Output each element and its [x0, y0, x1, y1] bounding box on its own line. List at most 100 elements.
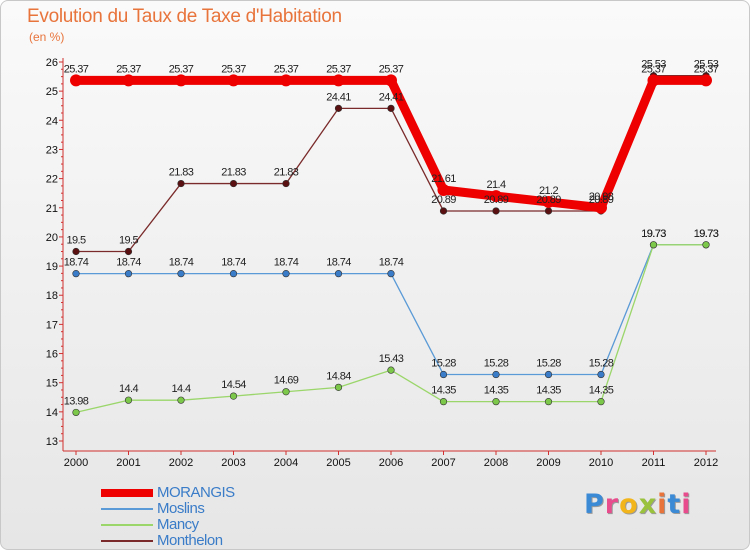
y-tick-label: 13	[46, 436, 58, 448]
data-point-moslins	[544, 370, 553, 379]
data-point-monthelon	[492, 207, 500, 215]
x-tick-label: 2004	[274, 457, 298, 469]
data-label-mancy: 14.4	[119, 383, 138, 395]
data-point-morangis	[70, 74, 82, 87]
proxiti-logo: Proxiti	[584, 489, 692, 520]
data-label-monthelon: 24.41	[326, 91, 351, 103]
data-label-mancy: 14.35	[431, 385, 456, 397]
data-point-mancy	[334, 383, 343, 391]
data-point-mancy	[124, 396, 133, 404]
data-label-morangis: 25.37	[641, 63, 666, 75]
legend-swatch	[101, 508, 153, 510]
x-tick-label: 2012	[694, 457, 718, 469]
data-label-mancy: 14.35	[536, 385, 561, 397]
y-tick-label: 21	[46, 203, 58, 215]
data-label-moslins: 19.73	[641, 228, 666, 240]
data-point-morangis	[595, 201, 607, 214]
legend-label: MORANGIS	[157, 484, 235, 501]
y-tick-label: 17	[46, 319, 58, 331]
data-point-mancy	[282, 388, 290, 396]
legend-label: Moslins	[157, 500, 205, 517]
x-tick-label: 2006	[379, 457, 403, 469]
data-point-mancy	[597, 398, 605, 406]
data-label-mancy: 14.69	[274, 375, 299, 387]
data-point-monthelon	[439, 207, 448, 215]
data-point-monthelon	[72, 247, 80, 256]
data-label-monthelon: 20.89	[484, 194, 509, 206]
data-label-moslins: 18.74	[64, 257, 89, 269]
data-label-mancy: 14.54	[221, 379, 246, 391]
data-label-moslins: 18.74	[116, 257, 141, 269]
data-label-moslins: 15.28	[431, 358, 456, 370]
data-label-morangis: 25.37	[274, 63, 299, 75]
data-point-moslins	[282, 270, 290, 278]
data-label-moslins: 18.74	[379, 257, 404, 269]
data-label-morangis: 21.2	[539, 185, 558, 197]
data-point-monthelon	[177, 179, 185, 188]
legend-swatch	[101, 540, 153, 542]
data-label-morangis: 25.37	[326, 63, 351, 75]
data-label-monthelon: 21.83	[221, 167, 246, 179]
y-tick-label: 26	[46, 57, 58, 69]
data-label-mancy: 19.73	[641, 228, 666, 240]
legend-label: Monthelon	[157, 532, 223, 549]
data-point-monthelon	[544, 207, 553, 215]
data-label-morangis: 25.37	[169, 63, 194, 75]
x-tick-label: 2005	[326, 457, 350, 469]
x-tick-label: 2003	[221, 457, 245, 469]
data-point-morangis	[175, 74, 187, 87]
data-label-morangis: 25.37	[694, 63, 719, 75]
x-tick-label: 2009	[536, 457, 560, 469]
data-point-mancy	[702, 241, 710, 249]
data-label-monthelon: 25.53	[641, 59, 666, 71]
data-label-moslins: 18.74	[169, 257, 194, 269]
x-tick-label: 2010	[589, 457, 613, 469]
data-label-monthelon: 20.89	[536, 194, 561, 206]
data-label-morangis: 25.37	[116, 63, 141, 75]
data-point-monthelon	[124, 247, 133, 256]
data-label-moslins: 18.74	[221, 257, 246, 269]
data-point-moslins	[387, 270, 395, 278]
data-label-monthelon: 19.5	[119, 235, 138, 247]
chart-unit-label: (en %)	[29, 30, 65, 44]
data-point-moslins	[72, 270, 80, 278]
y-tick-label: 14	[46, 407, 58, 419]
data-point-morangis	[542, 195, 555, 208]
data-point-mancy	[72, 408, 80, 417]
data-label-monthelon: 20.89	[589, 194, 614, 206]
data-label-moslins: 15.28	[536, 358, 561, 370]
y-tick-label: 18	[46, 290, 58, 302]
legend-label: Mancy	[157, 516, 199, 533]
data-label-mancy: 15.43	[379, 353, 404, 365]
x-tick-label: 2011	[642, 457, 666, 469]
data-label-morangis: 21.4	[486, 179, 505, 191]
data-label-monthelon: 20.89	[431, 194, 456, 206]
data-label-moslins: 15.28	[589, 358, 614, 370]
data-point-morangis	[490, 190, 502, 203]
data-point-moslins	[334, 270, 343, 278]
data-point-morangis	[227, 74, 240, 87]
x-tick-label: 2008	[484, 457, 508, 469]
data-label-monthelon: 21.83	[274, 167, 299, 179]
data-point-mancy	[387, 366, 395, 374]
data-label-monthelon: 24.41	[379, 91, 404, 103]
legend-swatch	[101, 524, 153, 526]
data-point-mancy	[439, 398, 448, 406]
data-point-mancy	[492, 398, 500, 406]
data-point-mancy	[649, 241, 658, 249]
data-label-mancy: 14.35	[484, 385, 509, 397]
data-label-monthelon: 21.83	[169, 167, 194, 179]
data-point-morangis	[385, 74, 397, 87]
data-label-morangis: 25.37	[64, 63, 89, 75]
data-point-morangis	[280, 74, 292, 87]
data-point-morangis	[437, 183, 450, 196]
x-tick-label: 2002	[169, 457, 193, 469]
data-label-morangis: 25.37	[379, 63, 404, 75]
data-point-monthelon	[282, 179, 290, 188]
data-label-mancy: 14.84	[326, 370, 351, 382]
data-label-moslins: 18.74	[274, 257, 299, 269]
data-label-mancy: 13.98	[64, 395, 89, 407]
y-tick-label: 15	[46, 378, 58, 390]
data-point-mancy	[229, 392, 238, 400]
data-label-mancy: 14.35	[589, 385, 614, 397]
